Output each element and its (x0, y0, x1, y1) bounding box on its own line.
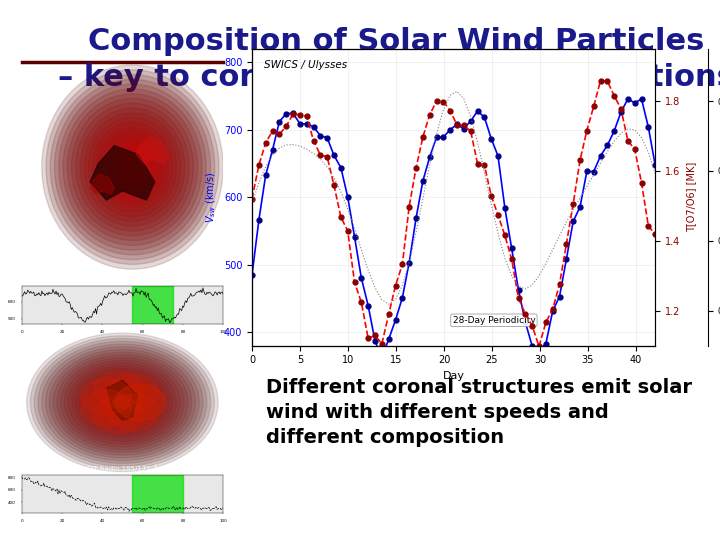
Circle shape (63, 89, 202, 245)
Circle shape (84, 113, 181, 221)
Y-axis label: T[O7/O6] [MK]: T[O7/O6] [MK] (686, 162, 696, 232)
Circle shape (122, 156, 143, 178)
Y-axis label: $V_{sw}$ (km/s): $V_{sw}$ (km/s) (204, 171, 218, 223)
Circle shape (60, 357, 184, 447)
Circle shape (97, 127, 168, 207)
Circle shape (93, 372, 143, 408)
Circle shape (105, 137, 160, 198)
Circle shape (46, 70, 219, 265)
Text: 28-Day Periodicity: 28-Day Periodicity (453, 316, 535, 325)
Circle shape (27, 333, 218, 471)
Circle shape (71, 98, 194, 236)
X-axis label: Day: Day (443, 371, 464, 381)
Bar (132, 475, 183, 513)
Circle shape (67, 94, 198, 240)
Circle shape (89, 118, 176, 217)
Circle shape (115, 384, 166, 421)
Circle shape (109, 394, 159, 431)
Circle shape (81, 379, 131, 415)
Text: Different coronal structures emit solar
wind with different speeds and
different: Different coronal structures emit solar … (266, 378, 693, 447)
Circle shape (72, 366, 173, 438)
Circle shape (93, 123, 172, 212)
Circle shape (95, 382, 150, 422)
Polygon shape (90, 146, 155, 200)
Text: EIT Radio 195/171 Å: EIT Radio 195/171 Å (87, 274, 158, 282)
Circle shape (84, 374, 161, 430)
Circle shape (65, 360, 181, 444)
Circle shape (76, 369, 169, 436)
Circle shape (53, 352, 192, 453)
Circle shape (109, 141, 156, 193)
Circle shape (118, 151, 147, 183)
Circle shape (45, 347, 199, 458)
Circle shape (114, 396, 131, 409)
Circle shape (117, 399, 127, 406)
Circle shape (102, 132, 163, 202)
Circle shape (80, 372, 166, 433)
Polygon shape (137, 137, 168, 164)
Circle shape (68, 363, 176, 442)
Circle shape (81, 390, 131, 426)
Text: SWICS / Ulysses: SWICS / Ulysses (264, 60, 347, 71)
Circle shape (76, 103, 189, 231)
Text: Composition of Solar Wind Particles
– key to coronal sources and conditions: Composition of Solar Wind Particles – ke… (58, 27, 720, 92)
Circle shape (55, 79, 210, 255)
Circle shape (91, 380, 154, 425)
Polygon shape (90, 174, 114, 194)
Circle shape (35, 339, 211, 466)
Circle shape (42, 65, 223, 269)
Circle shape (42, 344, 203, 461)
Circle shape (38, 341, 207, 463)
Circle shape (57, 355, 188, 450)
Circle shape (115, 384, 166, 421)
Circle shape (109, 374, 159, 410)
Circle shape (114, 146, 151, 188)
Circle shape (106, 390, 139, 414)
Circle shape (93, 397, 143, 433)
Circle shape (80, 108, 185, 226)
Circle shape (87, 377, 158, 428)
Circle shape (110, 393, 135, 411)
Text: EIT Radio 195/171 Å: EIT Radio 195/171 Å (87, 464, 158, 472)
Circle shape (50, 75, 215, 260)
Polygon shape (107, 380, 138, 421)
Circle shape (102, 388, 143, 417)
Bar (132, 286, 173, 324)
Circle shape (49, 349, 196, 455)
Circle shape (99, 385, 146, 420)
Circle shape (30, 336, 215, 469)
Circle shape (59, 84, 206, 250)
